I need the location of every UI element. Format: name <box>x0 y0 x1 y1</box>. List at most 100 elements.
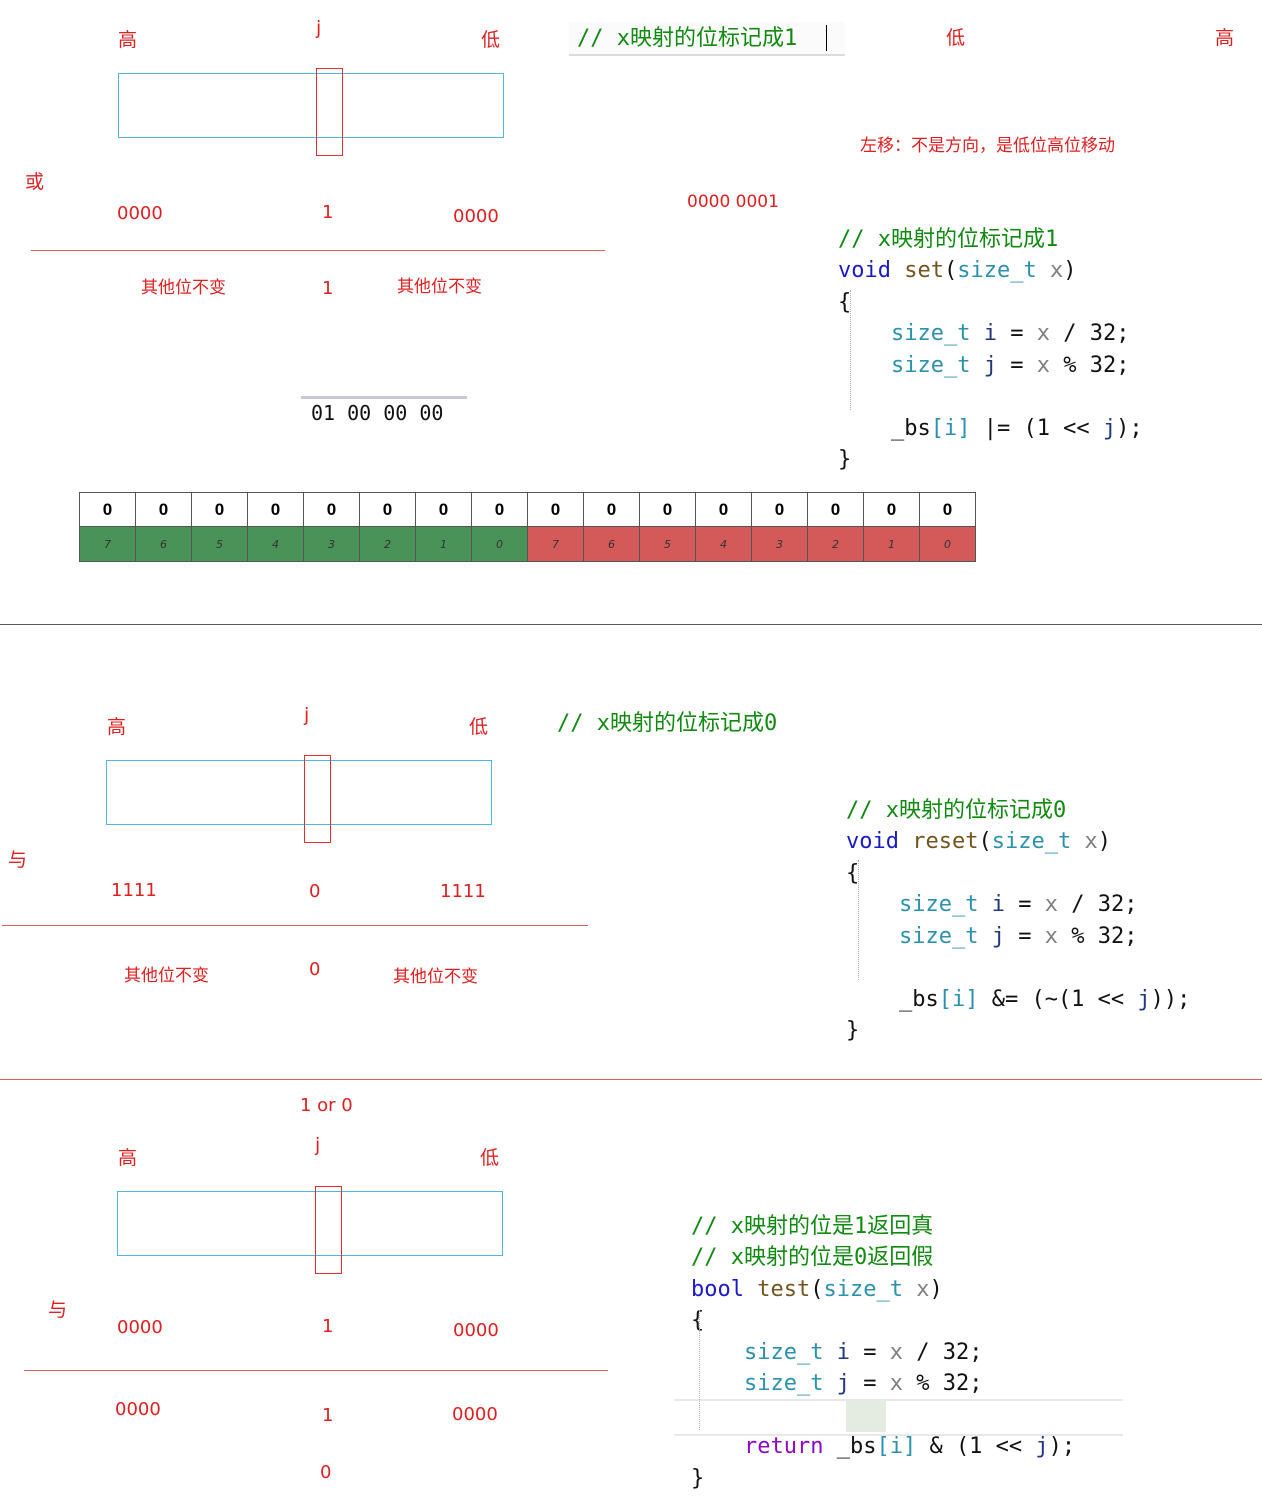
test-code-block: // x映射的位是1返回真 // x映射的位是0返回假 bool test(si… <box>691 1213 1076 1491</box>
section-divider-1 <box>0 624 1262 625</box>
right-high-label: 高 <box>1215 27 1235 49</box>
mid-mid-bit: 0 <box>309 881 321 902</box>
bot-final-result: 0 <box>320 1462 332 1483</box>
bot-bit-j-marker <box>315 1186 342 1274</box>
mid-and-operator: 与 <box>8 849 28 871</box>
mid-bit-array-box <box>106 760 492 825</box>
comment-editor-line: // x映射的位标记成1 <box>569 22 845 56</box>
bit-value-cell: 0 <box>639 492 696 527</box>
bot-result-left: 0000 <box>115 1399 161 1420</box>
mid-result-right: 其他位不变 <box>393 967 478 987</box>
bit-array-box <box>118 73 504 138</box>
reset-param-name: x <box>1084 829 1098 854</box>
mid-bit: 1 <box>322 202 334 223</box>
symbol-highlight <box>846 1401 886 1432</box>
bit-index-cell: 0 <box>471 526 528 562</box>
mid-j-label: j <box>304 704 310 726</box>
left-bits: 0000 <box>117 203 163 224</box>
bit-value-cell: 0 <box>135 492 192 527</box>
mid-result-left: 其他位不变 <box>124 966 209 986</box>
test-comment-false: // x映射的位是0返回假 <box>691 1245 934 1270</box>
bit-index-cell: 7 <box>527 526 584 562</box>
bot-right-bits: 0000 <box>453 1320 499 1341</box>
bit-index-cell: 1 <box>415 526 472 562</box>
bit-index-cell: 0 <box>919 526 976 562</box>
bit-value-cell: 0 <box>191 492 248 527</box>
bit-index-cell: 1 <box>863 526 920 562</box>
bot-indent-guide <box>699 1310 700 1430</box>
bot-bit-array-box <box>117 1191 503 1256</box>
byte-value: 0000 0001 <box>687 192 779 212</box>
bit-value-cell: 0 <box>807 492 864 527</box>
shift-note: 左移：不是方向，是低位高位移动 <box>860 136 1115 156</box>
mid-result-mid: 0 <box>309 959 321 980</box>
bit-value-cell: 0 <box>583 492 640 527</box>
mid-result-divider <box>2 925 588 926</box>
or-operator: 或 <box>25 171 45 193</box>
mid-indent-guide <box>858 860 859 980</box>
return-keyword: return <box>743 1434 824 1459</box>
text-cursor <box>826 25 827 51</box>
test-param-name: x <box>916 1276 930 1302</box>
bit-j-marker <box>316 68 343 156</box>
j-label: j <box>316 17 322 39</box>
test-return-type: bool <box>691 1276 744 1302</box>
reset-comment: // x映射的位标记成0 <box>846 797 1067 823</box>
bit-value-cell: 0 <box>303 492 360 527</box>
result-left: 其他位不变 <box>141 278 226 298</box>
result-divider <box>31 250 605 251</box>
bit-index-cell: 6 <box>583 526 640 562</box>
mid-bit-j-marker <box>304 755 331 843</box>
set-param-name: x <box>1049 258 1064 283</box>
current-line-highlight <box>674 1399 1123 1436</box>
heading-comment: // x映射的位标记成1 <box>577 26 798 51</box>
low-label: 低 <box>481 29 501 51</box>
bit-index-cell: 3 <box>751 526 808 562</box>
bit-index-cell: 5 <box>191 526 248 562</box>
right-low-label: 低 <box>946 27 966 49</box>
bot-high-label: 高 <box>118 1147 138 1169</box>
bit-index-cell: 4 <box>695 526 752 562</box>
mid-right-bits: 1111 <box>440 881 486 902</box>
test-comment-true: // x映射的位是1返回真 <box>691 1213 934 1239</box>
memory-hex: 01 00 00 00 <box>311 401 444 425</box>
reset-return-type: void <box>846 829 899 854</box>
result-right: 其他位不变 <box>397 277 482 297</box>
bit-value-cell: 0 <box>415 492 472 527</box>
bit-index-cell: 5 <box>639 526 696 562</box>
set-param-type: size_t <box>957 258 1037 283</box>
bit-value-cell: 0 <box>527 492 584 527</box>
high-label: 高 <box>118 29 138 51</box>
test-param-type: size_t <box>823 1276 903 1302</box>
set-comment: // x映射的位标记成1 <box>838 226 1059 252</box>
bit-value-cell: 0 <box>751 492 808 527</box>
indent-guide <box>850 290 851 410</box>
test-function-name: test <box>757 1276 811 1302</box>
bit-index-cell: 6 <box>135 526 192 562</box>
bit-value-cell: 0 <box>919 492 976 527</box>
set-return-type: void <box>838 258 891 283</box>
right-bits: 0000 <box>453 206 499 227</box>
bit-index-cell: 2 <box>807 526 864 562</box>
bot-j-label: j <box>315 1134 321 1156</box>
bot-low-label: 低 <box>480 1147 500 1169</box>
mid-heading-comment: // x映射的位标记成0 <box>557 711 778 736</box>
set-code-block: // x映射的位标记成1 void set(size_t x) { size_t… <box>838 226 1143 473</box>
one-or-zero-label: 1 or 0 <box>300 1095 353 1116</box>
bot-result-divider <box>24 1370 608 1371</box>
reset-param-type: size_t <box>991 829 1072 854</box>
memory-header-bar <box>301 396 467 399</box>
bot-mid-bit: 1 <box>322 1316 334 1337</box>
bit-value-cell: 0 <box>79 492 136 527</box>
mid-low-label: 低 <box>469 716 489 738</box>
reset-code-block: // x映射的位标记成0 void reset(size_t x) { size… <box>846 797 1191 1044</box>
bit-value-cell: 0 <box>247 492 304 527</box>
result-mid: 1 <box>322 278 334 299</box>
bot-result-right: 0000 <box>452 1404 498 1425</box>
bit-index-cell: 2 <box>359 526 416 562</box>
bot-and-operator: 与 <box>48 1299 68 1321</box>
mid-left-bits: 1111 <box>111 880 157 901</box>
bit-index-cell: 7 <box>79 526 136 562</box>
reset-function-name: reset <box>912 829 979 854</box>
